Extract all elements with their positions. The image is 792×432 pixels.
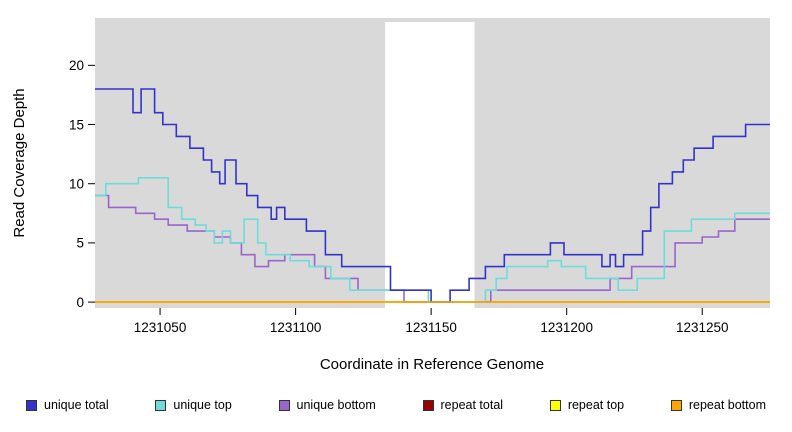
legend-swatch-icon xyxy=(26,399,37,411)
legend-label: repeat total xyxy=(440,398,504,412)
legend-label: unique bottom xyxy=(296,398,376,412)
x-tick-label: 1231250 xyxy=(676,320,729,335)
legend-item-unique-bottom: unique bottom xyxy=(278,398,376,412)
x-tick-label: 1231100 xyxy=(270,320,322,335)
legend-swatch-icon xyxy=(278,399,290,411)
series-line-unique-bottom xyxy=(95,194,770,303)
legend-label: repeat top xyxy=(567,398,625,412)
legend-swatch-icon xyxy=(155,399,167,411)
legend-swatch-icon xyxy=(422,399,434,411)
x-axis-title: Coordinate in Reference Genome xyxy=(0,356,792,373)
x-tick-label: 1231150 xyxy=(405,320,457,335)
legend-item-repeat-top: repeat top xyxy=(549,398,625,412)
legend: unique total unique top unique bottom repea… xyxy=(0,398,792,412)
x-tick-label: 1231050 xyxy=(134,320,187,335)
x-tick-label: 1231200 xyxy=(540,320,593,335)
legend-item-unique-top: unique top xyxy=(155,398,232,412)
legend-swatch-icon xyxy=(670,399,682,411)
series-line-unique-total xyxy=(95,88,770,303)
legend-label: repeat bottom xyxy=(688,398,766,412)
y-tick-label: 15 xyxy=(69,117,84,132)
legend-label: unique top xyxy=(173,398,232,412)
coverage-gap-region xyxy=(385,22,475,308)
y-tick-label: 20 xyxy=(69,58,84,73)
legend-label: unique total xyxy=(44,398,109,412)
y-tick-label: 5 xyxy=(76,236,84,251)
coverage-chart: 0 5 10 15 20 1231050 1231100 1231150 1231200 1231… xyxy=(11,18,770,335)
y-tick-label: 0 xyxy=(76,295,84,310)
y-tick-label: 10 xyxy=(69,176,84,191)
x-axis-title-text: Coordinate in Reference Genome xyxy=(319,356,545,373)
legend-item-unique-total: unique total xyxy=(26,398,109,412)
y-axis-title: Read Coverage Depth xyxy=(11,88,28,237)
legend-item-repeat-bottom: repeat bottom xyxy=(670,398,766,412)
series-line-unique-top xyxy=(95,177,770,303)
legend-item-repeat-total: repeat total xyxy=(422,398,504,412)
legend-swatch-icon xyxy=(549,399,561,411)
